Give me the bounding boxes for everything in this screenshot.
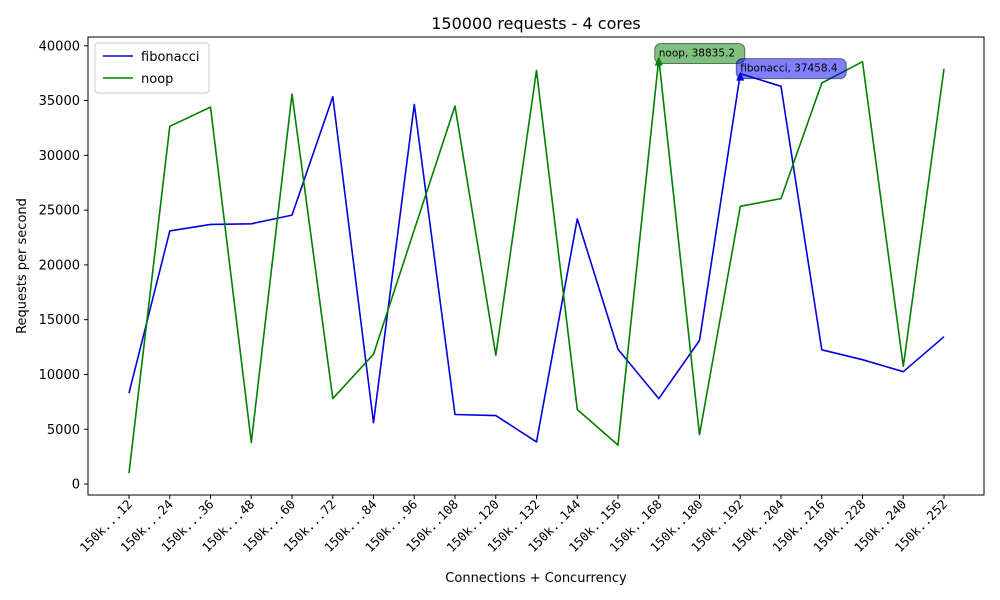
annotation-box bbox=[735, 58, 847, 80]
chart-title: 150000 requests - 4 cores bbox=[431, 14, 641, 33]
annotation-arrow bbox=[654, 56, 663, 66]
annotation-label: fibonacci, 37458.4 bbox=[740, 63, 838, 75]
y-axis-label: Requests per second bbox=[15, 198, 30, 334]
y-tick-label: 10000 bbox=[39, 368, 80, 383]
annotation-label: noop, 38835.2 bbox=[659, 48, 735, 60]
y-tick-label: 25000 bbox=[39, 204, 80, 219]
y-tick-label: 30000 bbox=[39, 149, 80, 164]
annotation-layer: noop, 38835.2 fibonacci, 37458.4 bbox=[654, 43, 847, 81]
annotation-box bbox=[654, 43, 746, 65]
y-tick-label: 35000 bbox=[39, 94, 80, 109]
series-line-noop bbox=[128, 57, 945, 474]
y-tick-label: 0 bbox=[72, 478, 80, 493]
legend: fibonacci noop bbox=[94, 42, 210, 94]
series-line-fibonacci bbox=[128, 72, 945, 443]
series-layer bbox=[128, 57, 945, 474]
legend-label-fibonacci: fibonacci bbox=[141, 50, 200, 65]
y-tick-label: 20000 bbox=[39, 258, 80, 273]
x-axis-label: Connections + Concurrency bbox=[445, 571, 627, 586]
y-tick-label: 5000 bbox=[47, 423, 80, 438]
y-tick-label: 15000 bbox=[39, 313, 80, 328]
y-tick-label: 40000 bbox=[39, 39, 80, 54]
annotation-arrow bbox=[736, 71, 745, 81]
legend-label-noop: noop bbox=[141, 72, 173, 87]
